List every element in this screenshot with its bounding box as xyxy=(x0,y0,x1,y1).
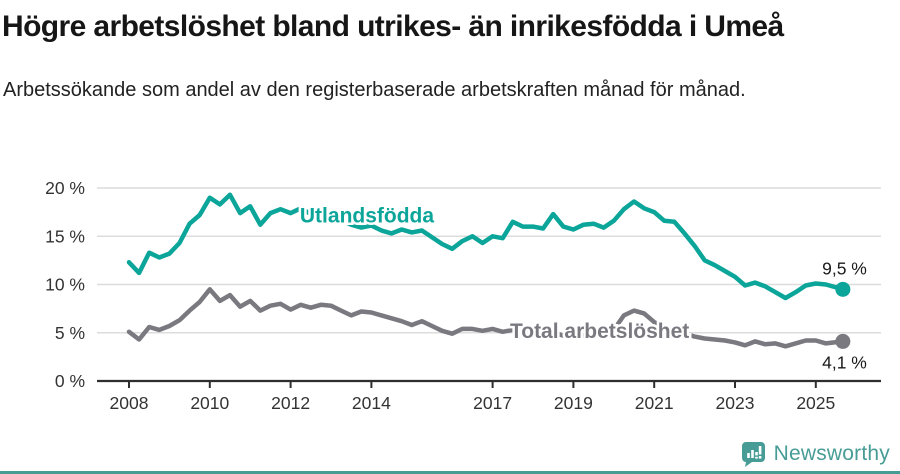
chart-title: Högre arbetslöshet bland utrikes- än inr… xyxy=(2,10,784,43)
series-label-utlandsfodda: Utlandsfödda xyxy=(300,205,434,228)
footer-accent-rule xyxy=(0,471,900,474)
x-tick-label: 2021 xyxy=(635,393,674,413)
newsworthy-logo-text: Newsworthy xyxy=(773,442,890,465)
x-tick-label: 2019 xyxy=(554,393,593,413)
newsworthy-logo-icon xyxy=(741,442,765,467)
x-tick-label: 2012 xyxy=(271,393,310,413)
y-tick-label: 0 % xyxy=(55,371,85,391)
x-tick-label: 2025 xyxy=(796,393,835,413)
x-tick-label: 2014 xyxy=(352,393,391,413)
series-end-value-total: 4,1 % xyxy=(822,352,867,372)
x-tick-label: 2010 xyxy=(190,393,229,413)
x-tick-label: 2023 xyxy=(716,393,755,413)
y-tick-label: 10 % xyxy=(45,275,85,295)
chart-subtitle: Arbetssökande som andel av den registerb… xyxy=(3,79,746,101)
newsworthy-logo: Newsworthy xyxy=(741,441,890,467)
series-line-utlandsfodda xyxy=(126,192,846,301)
x-tick-label: 2008 xyxy=(110,393,149,413)
series-end-dot-utlandsfodda xyxy=(835,281,851,297)
series-label-total: Total arbetslöshet xyxy=(510,320,689,343)
series-end-value-utlandsfodda: 9,5 % xyxy=(822,258,867,278)
x-tick-label: 2017 xyxy=(473,393,512,413)
series-end-dot-total xyxy=(835,333,851,349)
series-line-total xyxy=(126,287,846,349)
y-tick-label: 5 % xyxy=(55,323,85,343)
y-tick-label: 15 % xyxy=(45,226,85,246)
y-tick-label: 20 % xyxy=(45,178,85,198)
